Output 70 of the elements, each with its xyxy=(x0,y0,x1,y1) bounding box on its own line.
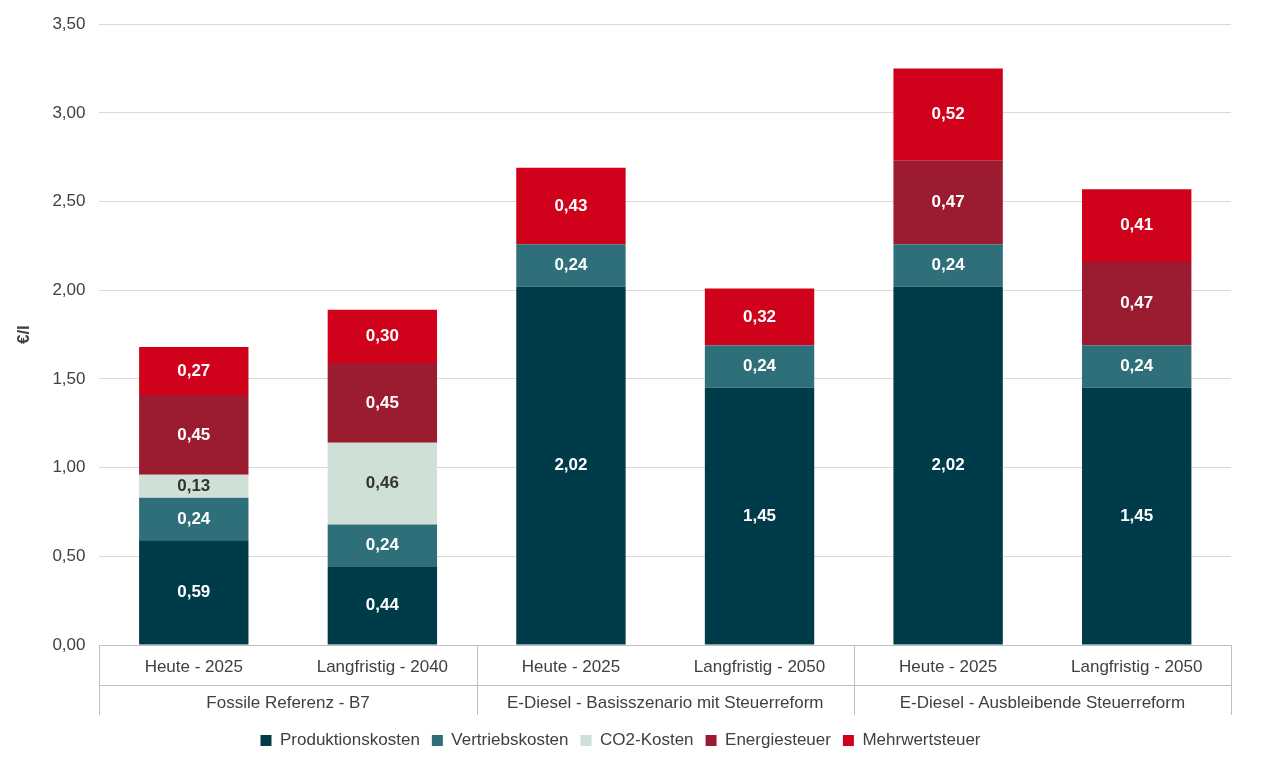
text: E-Diesel - Ausbleibende Steuerreform xyxy=(899,692,1186,712)
text: E-Diesel - Basisszenario mit Steuerreform xyxy=(507,692,824,712)
bar xyxy=(1082,387,1192,645)
text: Fossile Referenz - B7 xyxy=(206,692,370,712)
data-label: 0,24 xyxy=(177,508,211,528)
bar xyxy=(704,387,815,645)
y-tick-label: 0,50 xyxy=(52,546,86,565)
y-axis-title: €/l xyxy=(13,325,33,345)
x-tick-label: Langfristig - 2050 xyxy=(693,656,826,676)
data-label: 0,59 xyxy=(177,582,211,602)
bar xyxy=(327,566,438,645)
bar xyxy=(893,244,1003,287)
bar xyxy=(893,68,1003,161)
data-label: 0,52 xyxy=(931,104,965,124)
y-tick-label: 2,50 xyxy=(52,191,86,211)
bar xyxy=(139,474,249,498)
x-tick-label: Heute - 2025 xyxy=(521,656,621,676)
x-tick-label: Langfristig - 2050 xyxy=(1071,656,1203,676)
y-tick-label: 1,50 xyxy=(52,368,86,388)
data-label: 0,27 xyxy=(177,360,211,380)
bar xyxy=(516,286,626,645)
x-tick-label: Heute - 2025 xyxy=(898,656,998,676)
data-label: 1,45 xyxy=(1120,505,1154,525)
data-label: 0,30 xyxy=(365,326,399,346)
bar xyxy=(327,524,438,567)
data-label: 0,45 xyxy=(177,424,211,444)
data-label: 0,24 xyxy=(365,535,400,555)
data-label: 1,45 xyxy=(742,505,777,525)
data-label: 0,47 xyxy=(931,192,965,212)
y-tick-label: 3,00 xyxy=(52,102,86,122)
x-tick-label: Heute - 2025 xyxy=(144,656,243,676)
bar xyxy=(516,167,626,245)
data-label: 0,24 xyxy=(554,255,589,275)
data-label: 2,02 xyxy=(931,455,965,475)
bar xyxy=(139,540,249,645)
bar xyxy=(704,345,815,388)
data-label: 0,47 xyxy=(1120,293,1154,313)
y-tick-label: 0,00 xyxy=(52,634,86,654)
data-label: 0,24 xyxy=(1120,356,1154,376)
data-label: 0,13 xyxy=(177,475,211,495)
data-label: 0,45 xyxy=(365,392,399,412)
bar xyxy=(1082,189,1192,262)
bar xyxy=(893,160,1003,245)
legend-label: Vertriebskosten xyxy=(451,730,569,750)
bar xyxy=(327,362,438,443)
bar xyxy=(139,497,249,541)
bar xyxy=(516,244,626,287)
bar xyxy=(1082,261,1192,346)
legend-label: Energiesteuer xyxy=(725,730,832,750)
legend-label: Produktionskosten xyxy=(279,730,420,750)
bar xyxy=(327,309,438,363)
data-label: 0,43 xyxy=(554,195,588,215)
legend-label: Mehrwertsteuer xyxy=(862,730,981,750)
y-tick-label: 1,00 xyxy=(52,457,86,477)
data-label: 0,32 xyxy=(742,306,777,326)
bar xyxy=(139,394,249,475)
data-label: 0,46 xyxy=(365,473,399,493)
legend-label: CO2-Kosten xyxy=(600,730,694,750)
bar xyxy=(1082,345,1192,388)
bar xyxy=(893,286,1003,645)
x-tick-label: Langfristig - 2040 xyxy=(316,656,449,676)
bar xyxy=(139,347,249,395)
y-tick-label: 2,00 xyxy=(52,279,86,299)
data-label: 0,24 xyxy=(742,356,777,376)
y-tick-label: 3,50 xyxy=(52,13,86,33)
data-label: 0,44 xyxy=(365,595,400,615)
bar xyxy=(704,288,815,346)
data-label: 2,02 xyxy=(554,455,588,475)
data-label: 0,24 xyxy=(931,255,966,275)
data-label: 0,41 xyxy=(1120,215,1154,235)
